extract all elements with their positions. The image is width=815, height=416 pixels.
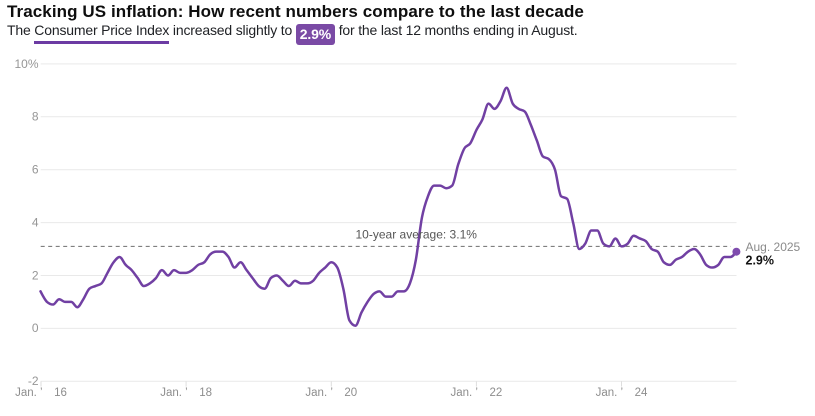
svg-text:8: 8: [32, 110, 39, 124]
svg-text:10-year average: 3.1%: 10-year average: 3.1%: [356, 228, 478, 242]
svg-text:0: 0: [32, 321, 39, 335]
svg-text:2.9%: 2.9%: [746, 253, 775, 267]
svg-text:10%: 10%: [14, 57, 38, 71]
svg-text:Jan. ’ 22: Jan. ’ 22: [451, 387, 503, 399]
svg-text:Aug. 2025: Aug. 2025: [746, 240, 801, 254]
svg-text:Jan. ’ 18: Jan. ’ 18: [160, 387, 212, 399]
svg-text:Jan. ’ 16: Jan. ’ 16: [15, 387, 67, 399]
svg-text:4: 4: [32, 216, 39, 230]
svg-text:Jan. ’ 24: Jan. ’ 24: [596, 387, 648, 399]
svg-text:-2: -2: [28, 374, 39, 388]
svg-text:2: 2: [32, 268, 39, 282]
svg-text:Jan. ’ 20: Jan. ’ 20: [305, 387, 357, 399]
svg-text:6: 6: [32, 163, 39, 177]
